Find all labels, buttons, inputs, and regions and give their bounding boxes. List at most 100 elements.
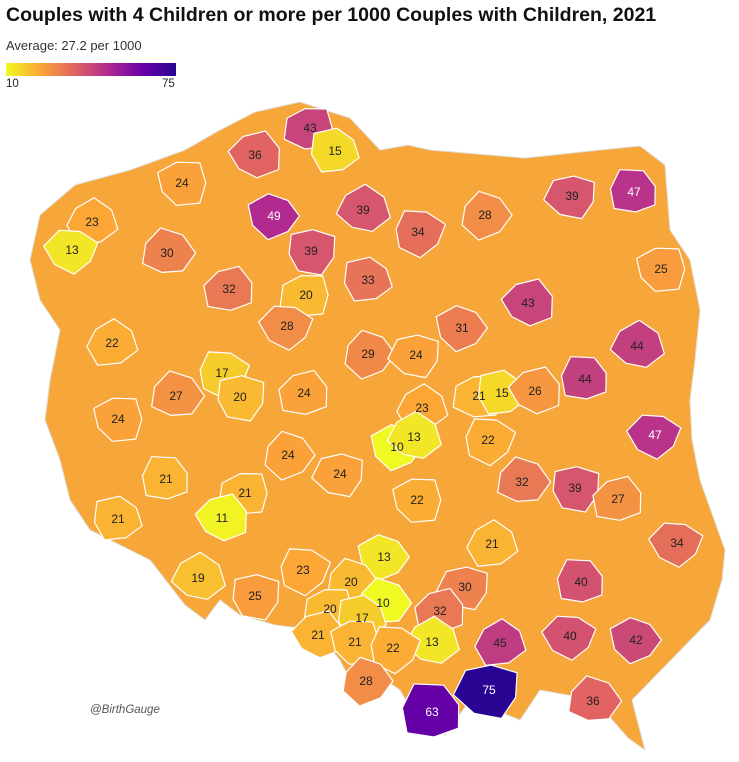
map-region — [435, 305, 488, 353]
map-region — [636, 247, 686, 292]
region-value-label: 33 — [361, 273, 375, 287]
region-value-label: 39 — [565, 189, 579, 203]
region-value-label: 32 — [433, 604, 447, 618]
region-value-label: 42 — [629, 633, 643, 647]
region-value-label: 11 — [216, 511, 229, 525]
region-value-label: 15 — [495, 386, 509, 400]
map-region — [141, 456, 188, 500]
region-value-label: 22 — [410, 493, 424, 507]
region-value-label: 63 — [425, 705, 439, 719]
map-region — [43, 229, 99, 275]
region-value-label: 49 — [267, 209, 281, 223]
map-region — [395, 210, 446, 259]
map-region — [203, 265, 253, 311]
map-region — [151, 370, 206, 416]
map-region — [626, 414, 682, 460]
region-value-label: 21 — [472, 389, 486, 403]
map-region — [543, 175, 595, 220]
region-value-label: 36 — [248, 148, 262, 162]
map-region — [93, 397, 143, 442]
region-value-label: 15 — [328, 144, 342, 158]
region-value-label: 34 — [670, 536, 684, 550]
region-value-label: 30 — [160, 246, 174, 260]
region-value-label: 21 — [485, 537, 499, 551]
region-value-label: 13 — [407, 430, 421, 444]
region-value-label: 25 — [248, 589, 262, 603]
map-region — [290, 610, 343, 659]
legend-max-label: 75 — [162, 78, 175, 90]
region-value-label: 30 — [458, 580, 472, 594]
region-value-label: 32 — [222, 282, 236, 296]
region-value-label: 44 — [630, 339, 644, 353]
region-value-label: 24 — [281, 448, 295, 462]
map-region — [474, 618, 527, 666]
region-value-label: 43 — [303, 121, 317, 135]
map-region — [217, 375, 265, 422]
map-region — [609, 617, 663, 665]
region-value-label: 32 — [515, 475, 529, 489]
region-value-label: 40 — [574, 575, 588, 589]
region-value-label: 13 — [65, 243, 79, 257]
map-region — [497, 456, 552, 502]
region-value-label: 24 — [333, 467, 347, 481]
region-value-label: 28 — [359, 674, 373, 688]
map-region — [279, 275, 329, 317]
map-region — [386, 410, 442, 459]
map-region — [343, 256, 393, 302]
region-value-label: 20 — [299, 288, 313, 302]
map-region — [335, 183, 391, 232]
map-region — [264, 430, 316, 481]
map-region — [258, 305, 314, 351]
map-region — [227, 130, 280, 179]
region-value-label: 21 — [159, 472, 173, 486]
region-value-label: 17 — [355, 611, 369, 625]
region-value-label: 13 — [425, 635, 439, 649]
map-region — [170, 551, 226, 600]
region-value-label: 23 — [415, 401, 429, 415]
region-value-label: 21 — [348, 635, 362, 649]
region-value-label: 36 — [586, 694, 600, 708]
map-region — [194, 493, 247, 542]
map-region — [232, 574, 280, 621]
map-region — [311, 453, 363, 498]
map-region — [452, 664, 518, 720]
region-value-label: 47 — [627, 185, 641, 199]
region-value-label: 39 — [356, 203, 370, 217]
region-value-label: 13 — [377, 550, 391, 564]
region-value-label: 23 — [296, 563, 310, 577]
map-region — [357, 534, 410, 582]
region-value-label: 44 — [578, 372, 592, 386]
map-region — [609, 169, 656, 213]
region-value-label: 28 — [280, 319, 294, 333]
map-region — [288, 229, 336, 276]
region-value-label: 24 — [175, 176, 189, 190]
region-value-label: 22 — [386, 641, 400, 655]
region-value-label: 25 — [654, 262, 668, 276]
region-value-label: 27 — [611, 492, 625, 506]
chart-subtitle: Average: 27.2 per 1000 — [6, 38, 142, 53]
color-scale-legend — [6, 63, 176, 76]
chart-title: Couples with 4 Children or more per 1000… — [6, 4, 657, 26]
map-region — [507, 366, 560, 415]
map-region — [500, 278, 553, 327]
region-value-label: 17 — [215, 366, 229, 380]
region-value-label: 45 — [493, 636, 507, 650]
region-value-label: 24 — [111, 412, 125, 426]
map-region — [568, 675, 623, 722]
map-region — [560, 356, 607, 400]
map-region — [401, 683, 460, 738]
region-value-label: 21 — [238, 486, 252, 500]
region-value-label: 26 — [528, 384, 542, 398]
map-region — [552, 466, 600, 513]
region-value-label: 39 — [568, 481, 582, 495]
region-value-label: 24 — [297, 386, 311, 400]
region-value-label: 10 — [376, 596, 390, 610]
region-value-label: 22 — [105, 336, 119, 350]
map-region — [387, 334, 439, 379]
map-region — [592, 475, 642, 521]
map-region — [370, 626, 421, 675]
region-value-label: 43 — [521, 296, 535, 310]
map-region — [342, 656, 394, 707]
map-region — [247, 193, 300, 241]
